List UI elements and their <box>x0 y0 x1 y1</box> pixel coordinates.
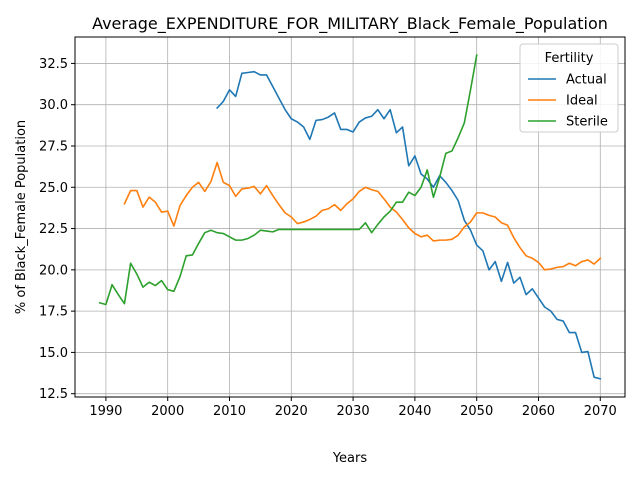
y-tick-label: 20.0 <box>39 263 68 278</box>
x-tick-label: 2000 <box>151 404 184 419</box>
legend-label-ideal: Ideal <box>566 94 598 109</box>
legend-label-sterile: Sterile <box>566 115 608 130</box>
legend-entries: Actual Ideal Sterile <box>528 73 608 130</box>
legend-title: Fertility <box>545 51 594 66</box>
series-line-sterile <box>98 54 478 306</box>
y-tick-label: 22.5 <box>39 222 68 237</box>
y-tick-label: 25.0 <box>39 181 68 196</box>
y-tick-label: 17.5 <box>39 305 68 320</box>
y-tick-label: 27.5 <box>39 139 68 154</box>
y-axis-label: % of Black_Female Population <box>14 120 29 314</box>
legend: Fertility Actual Ideal Sterile <box>519 43 619 133</box>
plot-frame <box>74 36 626 398</box>
x-tick-label: 2010 <box>213 404 246 419</box>
y-tick-label: 30.0 <box>39 98 68 113</box>
series-lines <box>98 54 602 380</box>
x-tick-label: 2060 <box>522 404 555 419</box>
x-tick-label: 1990 <box>89 404 122 419</box>
series-line-actual <box>215 70 602 380</box>
x-tick-label: 2050 <box>460 404 493 419</box>
x-tick-label: 2040 <box>398 404 431 419</box>
x-axis-label: Years <box>332 451 368 466</box>
x-tick-label: 2030 <box>337 404 370 419</box>
y-tick-label: 15.0 <box>39 346 68 361</box>
y-tick-label: 12.5 <box>39 387 68 402</box>
y-tick-label: 32.5 <box>39 57 68 72</box>
axis-ticks: 1990 2000 2010 2020 2030 2040 2050 2060 2070 12.5… <box>39 57 617 419</box>
series-line-ideal <box>123 161 602 271</box>
legend-label-actual: Actual <box>566 73 607 88</box>
chart-title: Average_EXPENDITURE_FOR_MILITARY_Black_F… <box>92 14 608 34</box>
x-tick-label: 2070 <box>584 404 617 419</box>
legend-box <box>519 43 619 133</box>
x-tick-label: 2020 <box>275 404 308 419</box>
